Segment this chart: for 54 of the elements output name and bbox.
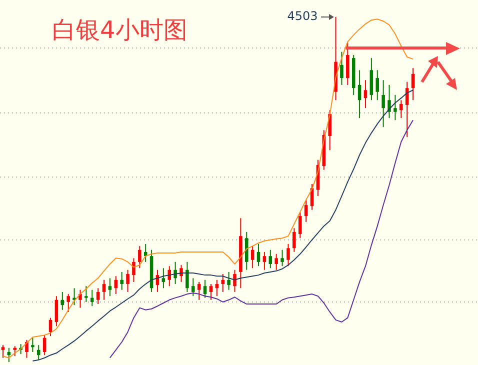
candlestick: [168, 266, 172, 287]
candlestick: [186, 261, 189, 292]
candlestick: [256, 244, 260, 267]
candlestick: [48, 317, 52, 337]
candlestick: [203, 279, 207, 298]
candlestick: [54, 296, 58, 327]
chart-title: 白银4小时图: [52, 15, 188, 46]
candlestick: [382, 80, 385, 128]
candlestick: [126, 269, 130, 292]
candlestick: [162, 268, 166, 289]
candlestick: [304, 199, 308, 222]
candlestick: [400, 100, 403, 119]
candlestick: [1, 344, 5, 358]
candlestick: [31, 337, 34, 352]
candlestick: [376, 70, 380, 101]
candlestick: [66, 294, 70, 312]
candlestick: [174, 261, 177, 285]
candlestick: [411, 68, 415, 101]
candlestick: [25, 339, 28, 358]
candlestick: [227, 271, 230, 290]
candlestick: [36, 344, 40, 360]
candlestick: [108, 278, 112, 297]
candlestick: [262, 251, 266, 270]
candlestick: [78, 289, 82, 308]
candlestick: [233, 269, 236, 292]
candlestick: [274, 254, 278, 270]
candlestick: [250, 246, 254, 269]
candlestick: [138, 246, 142, 269]
candlestick: [340, 51, 344, 86]
candlestick: [280, 249, 284, 267]
candlestick: [84, 286, 88, 302]
candlestick: [346, 42, 350, 86]
candlestick: [209, 284, 213, 300]
candlestick: [42, 334, 46, 356]
candlestick: [358, 70, 362, 119]
candlestick: [197, 281, 201, 300]
candlestick: [244, 231, 248, 270]
candlestick: [394, 94, 397, 121]
candlestick: [192, 278, 195, 297]
candlestick: [96, 288, 100, 305]
candlestick: [13, 346, 16, 357]
annotation: 4503: [287, 9, 318, 23]
candlestick: [221, 274, 224, 292]
candlestick: [298, 211, 302, 239]
candlestick: [132, 258, 136, 282]
candlestick: [292, 228, 296, 252]
candlestick: [286, 244, 290, 267]
candlestick: [268, 249, 272, 269]
candlestick: [180, 264, 183, 282]
candlestick: [102, 279, 106, 300]
candlestick: [388, 84, 391, 119]
candlestick: [328, 110, 332, 151]
candlestick: [120, 271, 124, 290]
candlestick: [364, 80, 368, 109]
